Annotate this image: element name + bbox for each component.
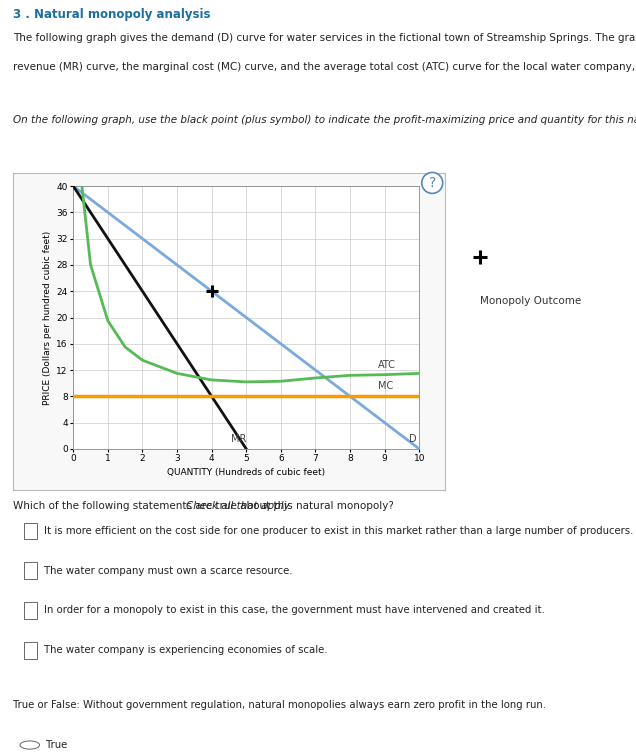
Text: The water company must own a scarce resource.: The water company must own a scarce reso… bbox=[45, 566, 293, 576]
Text: MC: MC bbox=[378, 381, 393, 391]
Text: On the following graph, use the black point (plus symbol) to indicate the profit: On the following graph, use the black po… bbox=[13, 115, 636, 124]
Text: It is more efficient on the cost side for one producer to exist in this market r: It is more efficient on the cost side fo… bbox=[45, 526, 634, 536]
Text: revenue (MR) curve, the marginal cost (MC) curve, and the average total cost (AT: revenue (MR) curve, the marginal cost (M… bbox=[13, 62, 636, 72]
Text: True or False: Without government regulation, natural monopolies always earn zer: True or False: Without government regula… bbox=[13, 700, 546, 710]
FancyBboxPatch shape bbox=[24, 602, 37, 619]
Text: 3 . Natural monopoly analysis: 3 . Natural monopoly analysis bbox=[13, 8, 211, 20]
Text: ?: ? bbox=[429, 176, 436, 190]
Text: D: D bbox=[408, 434, 416, 443]
Text: ATC: ATC bbox=[378, 360, 396, 370]
FancyBboxPatch shape bbox=[24, 523, 37, 539]
X-axis label: QUANTITY (Hundreds of cubic feet): QUANTITY (Hundreds of cubic feet) bbox=[167, 467, 326, 477]
Text: MR: MR bbox=[231, 434, 246, 443]
FancyBboxPatch shape bbox=[24, 642, 37, 658]
Y-axis label: PRICE (Dollars per hundred cubic feet): PRICE (Dollars per hundred cubic feet) bbox=[43, 231, 52, 405]
Text: Which of the following statements are true about this natural monopoly?: Which of the following statements are tr… bbox=[13, 501, 400, 511]
Circle shape bbox=[20, 741, 39, 749]
Text: In order for a monopoly to exist in this case, the government must have interven: In order for a monopoly to exist in this… bbox=[45, 605, 545, 615]
Text: Monopoly Outcome: Monopoly Outcome bbox=[480, 296, 581, 306]
Text: Check all that apply.: Check all that apply. bbox=[186, 501, 292, 511]
FancyBboxPatch shape bbox=[24, 562, 37, 579]
Text: The water company is experiencing economies of scale.: The water company is experiencing econom… bbox=[45, 645, 328, 655]
Text: The following graph gives the demand (D) curve for water services in the fiction: The following graph gives the demand (D)… bbox=[13, 33, 636, 43]
Text: True: True bbox=[46, 740, 67, 750]
